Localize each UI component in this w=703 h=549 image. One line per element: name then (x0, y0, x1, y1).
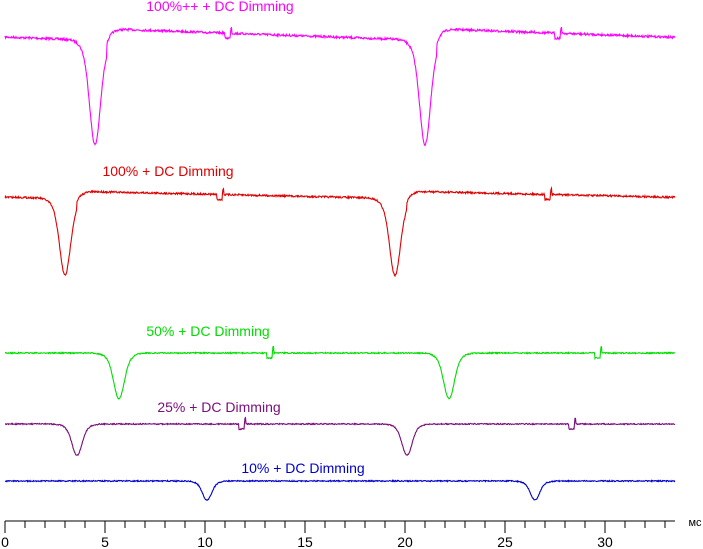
series-label-2: 100% + DC Dimming (102, 163, 233, 179)
series-line-2 (4, 186, 676, 278)
x-tick-label: 10 (197, 534, 213, 549)
series-line-3 (4, 345, 676, 400)
series-line-1 (4, 26, 676, 147)
x-axis-unit-label: мс (688, 517, 702, 529)
x-tick-label: 15 (297, 534, 313, 549)
x-axis: 0 5 10 15 20 25 30 мс (1, 517, 702, 549)
series-label-1: 100%++ + DC Dimming (146, 0, 293, 14)
x-tick-label: 20 (397, 534, 413, 549)
series-label-5: 10% + DC Dimming (241, 460, 364, 476)
series-label-3: 50% + DC Dimming (146, 323, 269, 339)
series-line-4 (4, 416, 676, 457)
series-line-5 (4, 479, 676, 502)
series-label-4: 25% + DC Dimming (157, 399, 280, 415)
x-tick-label: 0 (1, 534, 9, 549)
x-tick-label: 30 (597, 534, 613, 549)
x-tick-label: 25 (497, 534, 513, 549)
x-tick-label: 5 (101, 534, 109, 549)
